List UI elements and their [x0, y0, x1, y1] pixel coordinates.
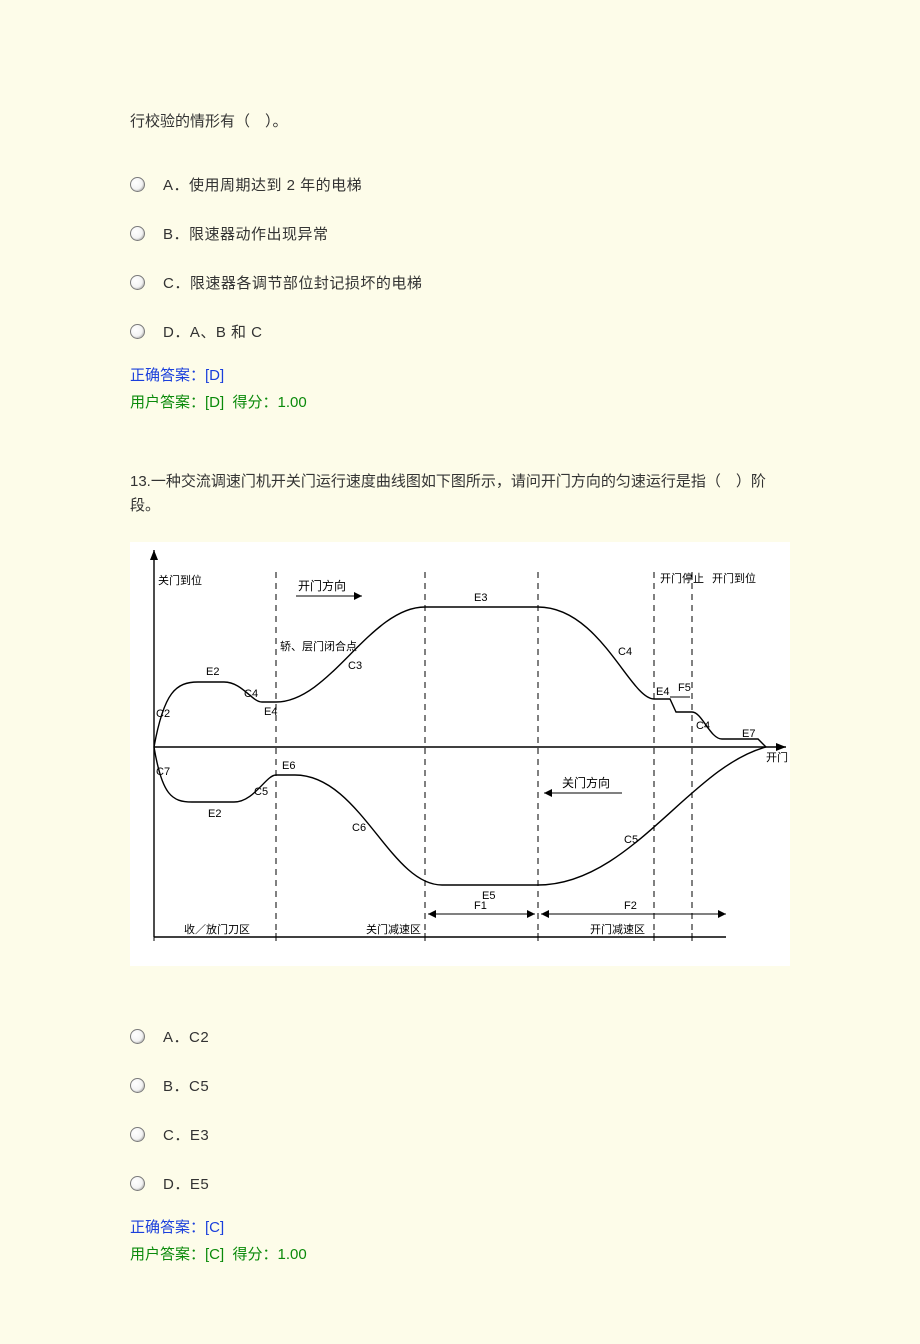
svg-text:开门到位: 开门到位: [712, 571, 756, 585]
svg-text:C5: C5: [624, 834, 638, 846]
q13-stem: 13.一种交流调速门机开关门运行速度曲线图如下图所示，请问开门方向的匀速运行是指…: [130, 470, 790, 518]
q12-score-value: 1.00: [278, 394, 307, 411]
svg-text:关门方向: 关门方向: [562, 775, 610, 790]
svg-text:收／放门刀区: 收／放门刀区: [184, 922, 250, 936]
q12-option-b-row: B．限速器动作出现异常: [130, 223, 790, 244]
q13-correct-value: [C]: [205, 1219, 224, 1236]
q13-radio-d[interactable]: [130, 1176, 145, 1191]
q12-radio-b[interactable]: [130, 226, 145, 241]
q13-radio-b[interactable]: [130, 1078, 145, 1093]
q12-option-d-row: D．A、B 和 C: [130, 321, 790, 342]
svg-text:开门减速区: 开门减速区: [590, 922, 645, 936]
q13-correct-label: 正确答案：: [130, 1219, 205, 1236]
svg-text:E2: E2: [206, 666, 219, 678]
q13-correct-answer: 正确答案：[C]: [130, 1216, 790, 1237]
q12-correct-label: 正确答案：: [130, 367, 205, 384]
svg-text:C3: C3: [348, 660, 362, 672]
svg-text:开门方向: 开门方向: [298, 578, 346, 593]
q13-user-value: [C]: [205, 1246, 224, 1263]
svg-text:C6: C6: [352, 822, 366, 834]
svg-text:C5: C5: [254, 786, 268, 798]
q12-user-label: 用户答案：: [130, 394, 205, 411]
svg-text:开门: 开门: [766, 750, 788, 764]
svg-text:F2: F2: [624, 900, 637, 912]
svg-text:E6: E6: [282, 760, 295, 772]
svg-text:轿、层门闭合点: 轿、层门闭合点: [280, 639, 357, 653]
svg-text:E7: E7: [742, 728, 755, 740]
q12-radio-c[interactable]: [130, 275, 145, 290]
svg-text:E4: E4: [264, 706, 277, 718]
q12-option-d-label: D．A、B 和 C: [163, 321, 263, 342]
svg-text:F1: F1: [474, 900, 487, 912]
q13-option-c-row: C．E3: [130, 1124, 790, 1145]
svg-text:C7: C7: [156, 766, 170, 778]
q12-correct-value: [D]: [205, 367, 224, 384]
q13-user-label: 用户答案：: [130, 1246, 205, 1263]
svg-text:C4: C4: [696, 720, 710, 732]
svg-text:E3: E3: [474, 592, 487, 604]
q13-option-a-label: A．C2: [163, 1026, 209, 1047]
svg-text:关门减速区: 关门减速区: [366, 922, 421, 936]
svg-text:E4: E4: [656, 686, 669, 698]
q13-radio-a[interactable]: [130, 1029, 145, 1044]
q12-stem: 行校验的情形有（ ）。: [130, 110, 790, 134]
svg-text:C2: C2: [156, 708, 170, 720]
q13-option-a-row: A．C2: [130, 1026, 790, 1047]
svg-text:关门到位: 关门到位: [158, 573, 202, 587]
svg-text:E2: E2: [208, 808, 221, 820]
q13-option-d-row: D．E5: [130, 1173, 790, 1194]
q12-option-a-label: A．使用周期达到 2 年的电梯: [163, 174, 362, 195]
q13-score-value: 1.00: [278, 1246, 307, 1263]
q12-correct-answer: 正确答案：[D]: [130, 364, 790, 385]
q12-user-answer: 用户答案：[D] 得分：1.00: [130, 391, 790, 412]
q13-option-b-label: B．C5: [163, 1075, 209, 1096]
svg-text:开门停止: 开门停止: [660, 571, 704, 585]
speed-curve-diagram: 关门到位 开门方向 开门停止开门到位开门 轿、层门闭合点关门方向 C2 E2 C4 E4 C3 E…: [130, 542, 790, 966]
q12-option-a-row: A．使用周期达到 2 年的电梯: [130, 174, 790, 195]
q13-option-d-label: D．E5: [163, 1173, 209, 1194]
svg-text:F5: F5: [678, 682, 691, 694]
q12-score-label: 得分：: [233, 394, 278, 411]
q12-option-b-label: B．限速器动作出现异常: [163, 223, 329, 244]
q12-radio-a[interactable]: [130, 177, 145, 192]
q12-radio-d[interactable]: [130, 324, 145, 339]
q13-radio-c[interactable]: [130, 1127, 145, 1142]
svg-text:C4: C4: [244, 688, 258, 700]
q13-user-answer: 用户答案：[C] 得分：1.00: [130, 1243, 790, 1264]
svg-text:C4: C4: [618, 646, 632, 658]
q12-user-value: [D]: [205, 394, 224, 411]
q12-option-c-label: C．限速器各调节部位封记损坏的电梯: [163, 272, 422, 293]
q13-option-c-label: C．E3: [163, 1124, 209, 1145]
q13-option-b-row: B．C5: [130, 1075, 790, 1096]
q12-option-c-row: C．限速器各调节部位封记损坏的电梯: [130, 272, 790, 293]
q13-score-label: 得分：: [233, 1246, 278, 1263]
